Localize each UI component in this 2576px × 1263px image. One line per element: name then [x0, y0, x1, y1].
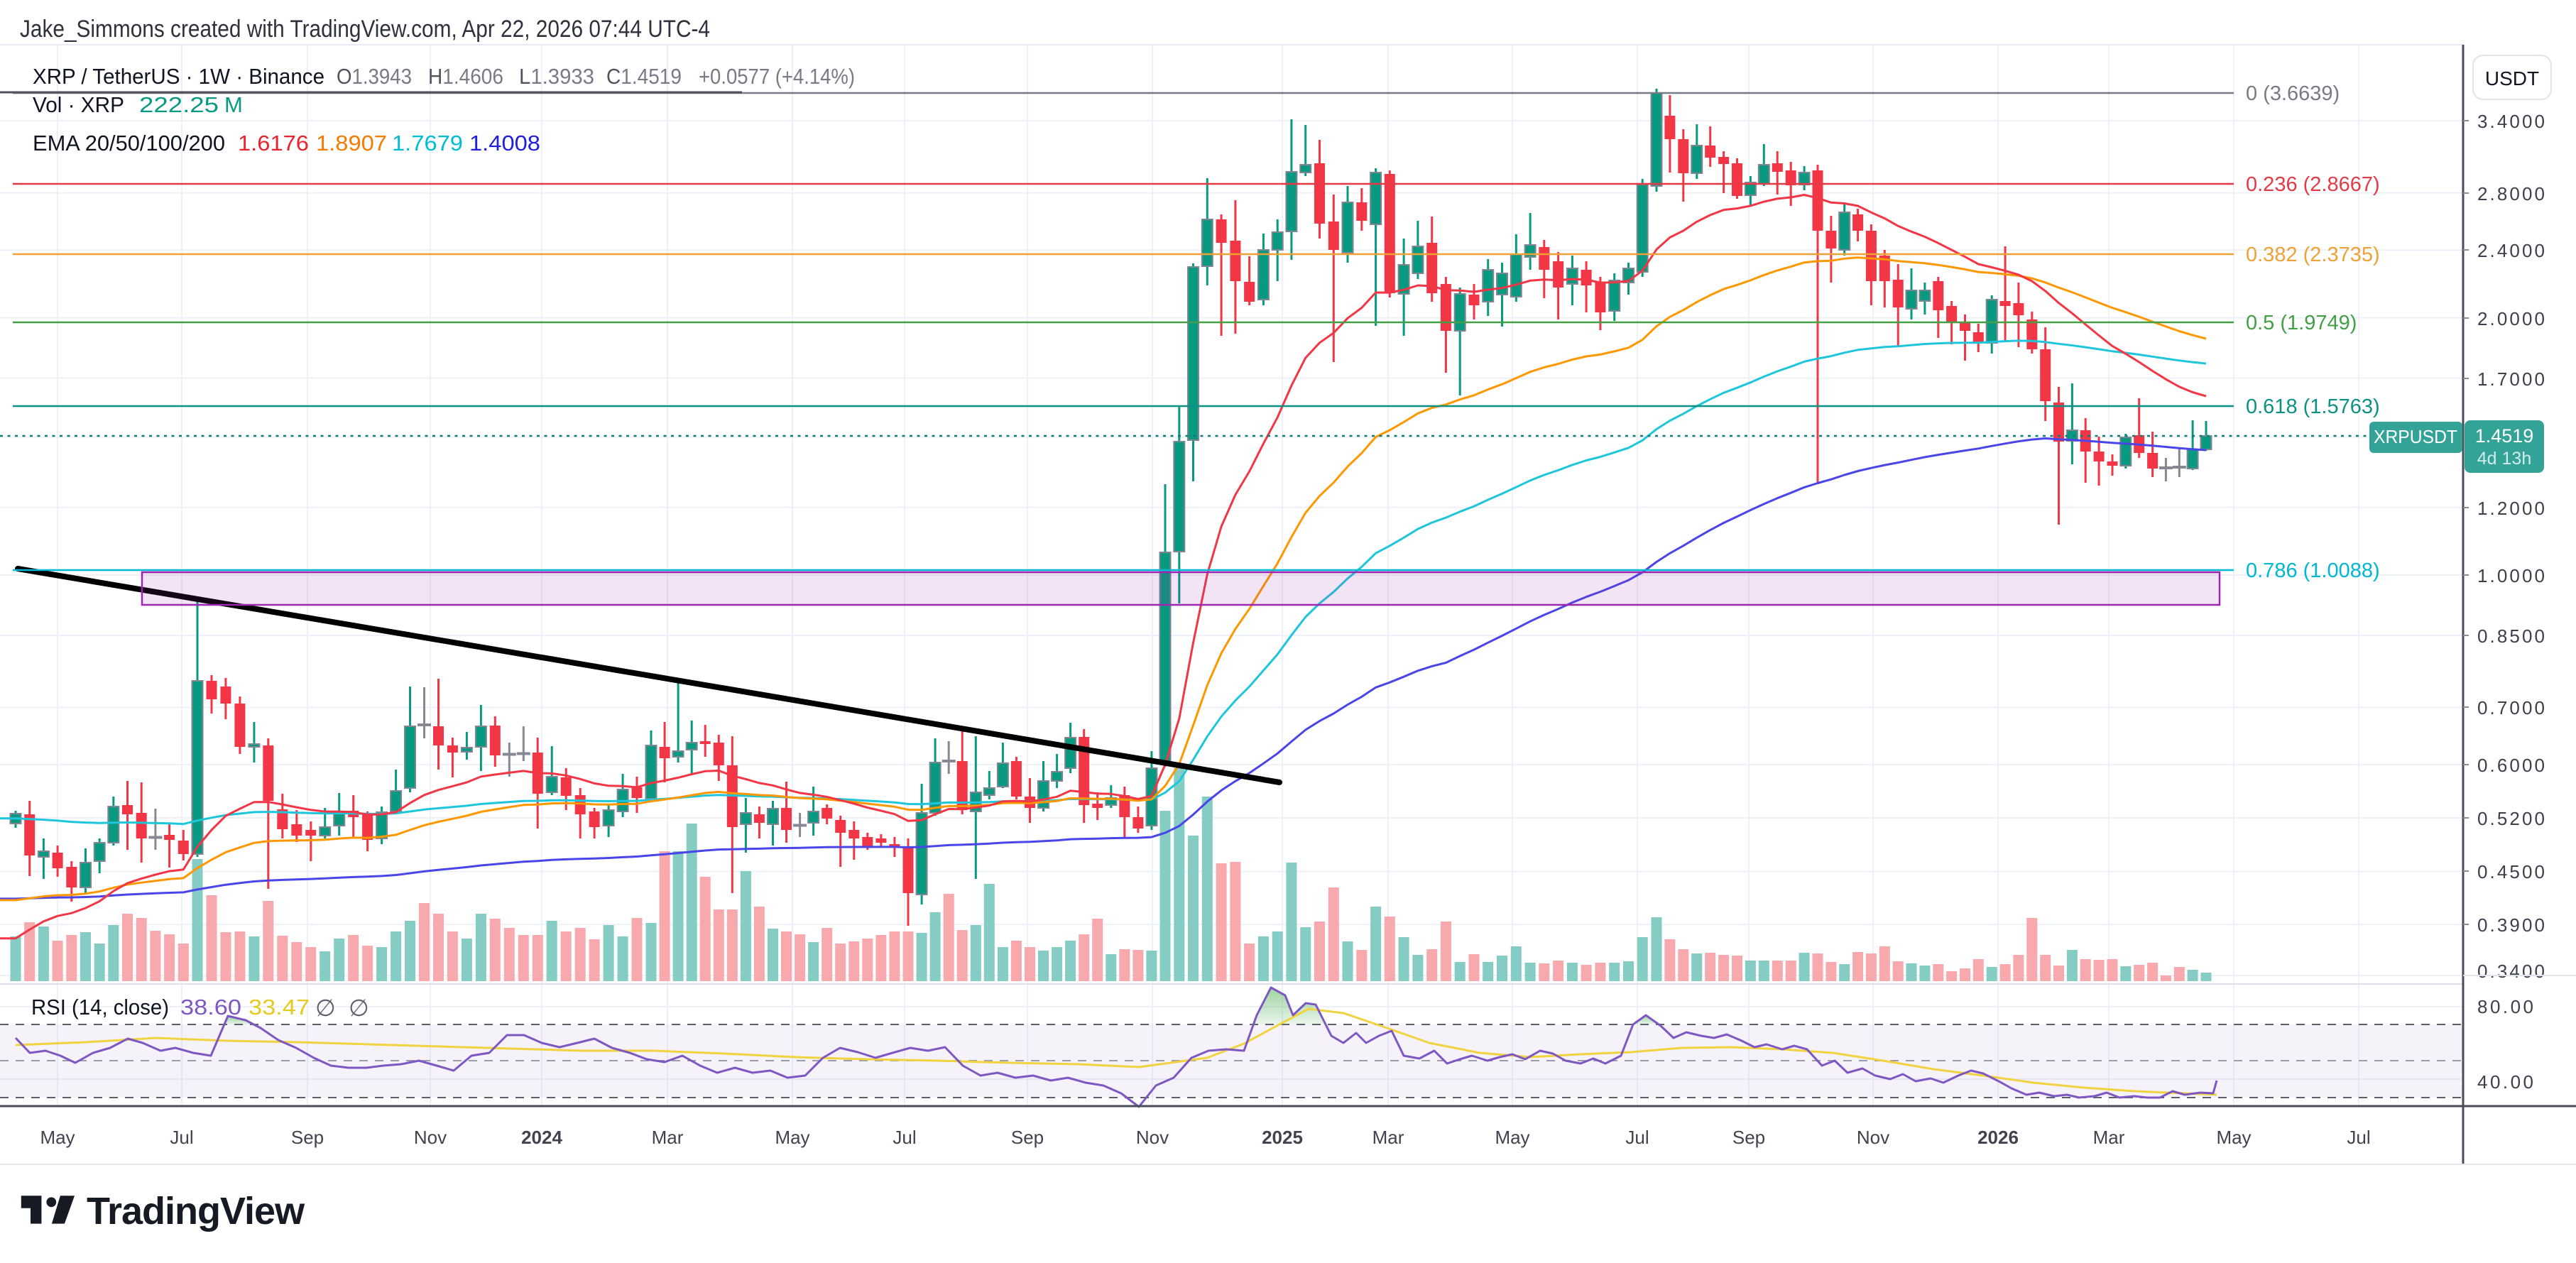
svg-text:38.60: 38.60: [180, 995, 241, 1019]
svg-text:Mar: Mar: [2093, 1127, 2125, 1148]
svg-text:Jul: Jul: [170, 1127, 193, 1148]
svg-text:80.00: 80.00: [2477, 996, 2533, 1017]
svg-text:0.5200: 0.5200: [2477, 808, 2545, 829]
svg-text:RSI (14, close): RSI (14, close): [31, 995, 169, 1019]
svg-text:Jul: Jul: [1625, 1127, 1649, 1148]
svg-text:1.6176: 1.6176: [238, 131, 309, 155]
svg-text:0.7000: 0.7000: [2477, 697, 2545, 718]
svg-text:0.5 (1.9749): 0.5 (1.9749): [2246, 312, 2357, 334]
svg-text:0.618 (1.5763): 0.618 (1.5763): [2246, 395, 2380, 418]
svg-text:1.2000: 1.2000: [2477, 498, 2545, 519]
svg-text:1.0000: 1.0000: [2477, 565, 2545, 586]
svg-text:1.7679: 1.7679: [392, 131, 463, 155]
svg-text:XRP / TetherUS · 1W · Binance: XRP / TetherUS · 1W · Binance: [33, 64, 324, 89]
svg-text:Jul: Jul: [893, 1127, 916, 1148]
svg-text:May: May: [40, 1127, 75, 1148]
svg-text:1.7000: 1.7000: [2477, 368, 2545, 390]
svg-text:Mar: Mar: [652, 1127, 684, 1148]
svg-text:+0.0577 (+4.14%): +0.0577 (+4.14%): [699, 64, 855, 89]
svg-text:Jul: Jul: [2347, 1127, 2370, 1148]
svg-text:0.6000: 0.6000: [2477, 755, 2545, 776]
svg-text:May: May: [1495, 1127, 1529, 1148]
svg-text:Sep: Sep: [1732, 1127, 1765, 1148]
svg-text:4d 13h: 4d 13h: [2477, 449, 2531, 469]
svg-text:0.3400: 0.3400: [2477, 961, 2545, 982]
svg-text:Nov: Nov: [1136, 1127, 1169, 1148]
svg-text:TradingView: TradingView: [87, 1190, 305, 1232]
svg-text:0.4500: 0.4500: [2477, 861, 2545, 882]
svg-text:2025: 2025: [1262, 1127, 1303, 1148]
svg-text:0.382 (2.3735): 0.382 (2.3735): [2246, 244, 2380, 266]
svg-text:Sep: Sep: [1011, 1127, 1044, 1148]
svg-text:0.236 (2.8667): 0.236 (2.8667): [2246, 173, 2380, 196]
svg-text:0 (3.6639): 0 (3.6639): [2246, 82, 2340, 105]
svg-text:Nov: Nov: [414, 1127, 447, 1148]
svg-text:H1.4606: H1.4606: [428, 64, 503, 89]
svg-text:∅: ∅: [315, 995, 336, 1021]
svg-text:3.4000: 3.4000: [2477, 111, 2545, 132]
svg-text:L1.3933: L1.3933: [519, 64, 594, 89]
svg-text:1.8907: 1.8907: [316, 131, 387, 155]
svg-text:Mar: Mar: [1372, 1127, 1404, 1148]
svg-text:1.4008: 1.4008: [469, 131, 540, 155]
svg-text:2.4000: 2.4000: [2477, 240, 2545, 261]
svg-text:∅: ∅: [349, 995, 369, 1021]
svg-text:EMA 20/50/100/200: EMA 20/50/100/200: [33, 131, 225, 155]
svg-text:2024: 2024: [521, 1127, 562, 1148]
svg-text:1.4519: 1.4519: [2475, 425, 2534, 447]
svg-text:Jake_Simmons created with Trad: Jake_Simmons created with TradingView.co…: [20, 16, 710, 43]
svg-text:XRPUSDT: XRPUSDT: [2374, 426, 2457, 447]
svg-text:M: M: [224, 92, 243, 117]
svg-text:222.25: 222.25: [139, 92, 219, 117]
svg-text:May: May: [775, 1127, 809, 1148]
svg-text:USDT: USDT: [2485, 67, 2539, 89]
svg-text:Sep: Sep: [291, 1127, 324, 1148]
svg-text:C1.4519: C1.4519: [606, 64, 682, 89]
svg-text:May: May: [2216, 1127, 2251, 1148]
svg-text:0.786 (1.0088): 0.786 (1.0088): [2246, 559, 2380, 582]
svg-text:2.0000: 2.0000: [2477, 308, 2545, 329]
svg-text:Vol · XRP: Vol · XRP: [33, 92, 124, 117]
svg-text:40.00: 40.00: [2477, 1071, 2533, 1093]
svg-text:33.47: 33.47: [249, 995, 310, 1019]
svg-text:2026: 2026: [1977, 1127, 2019, 1148]
svg-text:0.3900: 0.3900: [2477, 914, 2545, 936]
svg-text:0.8500: 0.8500: [2477, 625, 2545, 647]
svg-text:2.8000: 2.8000: [2477, 183, 2545, 204]
svg-text:Nov: Nov: [1857, 1127, 1889, 1148]
svg-text:O1.3943: O1.3943: [337, 64, 412, 89]
